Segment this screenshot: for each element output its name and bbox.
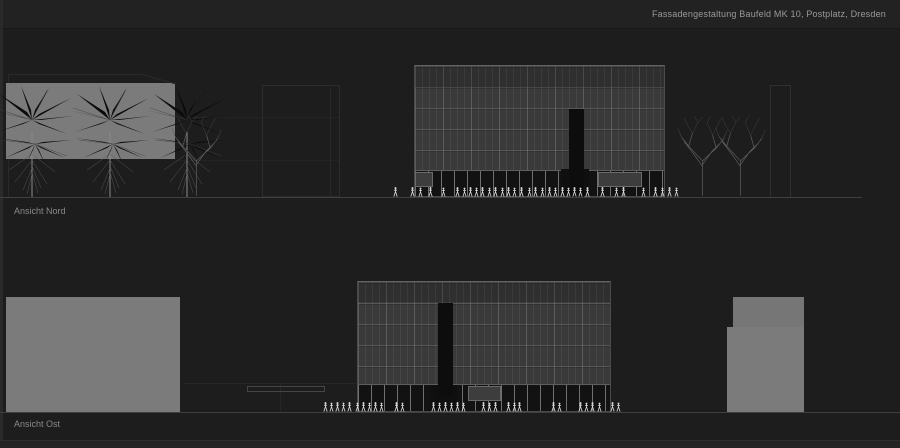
context-building-outline [262, 85, 340, 197]
storefront-panel [598, 172, 642, 187]
neighbor-building-right-upper [733, 297, 804, 327]
storefront-panel [468, 386, 501, 401]
attic-band [415, 66, 664, 88]
people-row [323, 402, 621, 412]
building-facade-north [414, 65, 665, 198]
low-wall [247, 386, 325, 392]
bare-tree [171, 115, 766, 197]
ground-floor [358, 384, 610, 411]
building-facade-east [357, 281, 611, 412]
people-row [393, 187, 679, 197]
ground-line-north [0, 197, 862, 198]
ground-floor [415, 170, 664, 196]
attic-band [358, 282, 610, 302]
header-band [0, 0, 900, 29]
neighbor-building-left [6, 297, 180, 412]
sheet-title: Fassadengestaltung Baufeld MK 10, Postpl… [651, 9, 886, 19]
north-view-label: Ansicht Nord [14, 206, 66, 216]
context-roof-line [8, 74, 140, 75]
foliage-tree [0, 85, 229, 197]
context-roof-diagonal [139, 73, 177, 85]
core-shaft [438, 303, 453, 396]
east-view-label: Ansicht Ost [14, 419, 61, 429]
east-entourage [323, 402, 621, 412]
ground-line-east [0, 412, 900, 413]
sheet-bottom-edge [0, 440, 900, 448]
context-edge-line [330, 85, 331, 197]
core-shaft [569, 109, 584, 198]
context-line [183, 383, 357, 384]
north-entourage [0, 73, 766, 197]
context-line [280, 383, 281, 412]
context-building-outline [770, 85, 791, 197]
context-floor-line [175, 160, 340, 161]
sheet-left-edge [0, 0, 3, 448]
storefront-panel [415, 172, 433, 187]
context-floor-line [175, 117, 340, 118]
neighbor-building-right-lower [727, 327, 804, 412]
